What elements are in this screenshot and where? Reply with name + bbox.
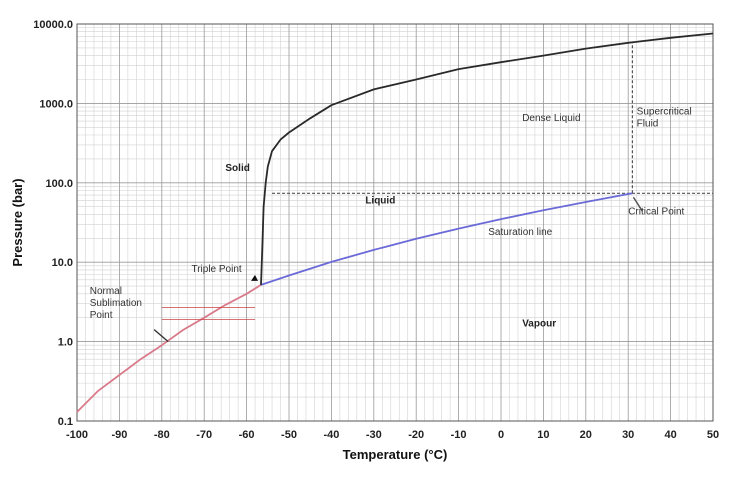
y-tick-label: 1.0 — [58, 337, 73, 349]
x-tick-label: 20 — [580, 429, 592, 441]
x-tick-label: -70 — [196, 429, 212, 441]
sublimation-line — [76, 284, 262, 413]
melting-line — [260, 32, 714, 285]
x-tick-label: -60 — [239, 429, 255, 441]
y-axis-label: Pressure (bar) — [10, 178, 25, 266]
y-tick-label: 100.0 — [45, 178, 73, 190]
x-tick-label: -20 — [408, 429, 424, 441]
label-triple_point: Triple Point — [191, 264, 241, 275]
phase-curves — [76, 32, 714, 413]
x-tick-label: 50 — [707, 429, 719, 441]
y-axis-ticks: 0.1 1.0 10.0 100.0 1000.0 10000.0 — [33, 19, 73, 428]
x-tick-label: -30 — [366, 429, 382, 441]
y-tick-label: 10000.0 — [33, 19, 73, 31]
x-tick-label: -50 — [281, 429, 297, 441]
label-vapour: Vapour — [522, 318, 556, 329]
label-dense_liquid: Dense Liquid — [522, 113, 580, 124]
label-liquid: Liquid — [365, 195, 395, 206]
x-axis-label: Temperature (°C) — [343, 447, 448, 462]
y-tick-label: 0.1 — [58, 416, 73, 428]
y-tick-label: 1000.0 — [39, 98, 73, 110]
region-labels: Solid Dense Liquid Supercritical Fluid Liqui… — [90, 107, 692, 330]
x-tick-label: -10 — [451, 429, 467, 441]
x-tick-label: -100 — [66, 429, 88, 441]
y-tick-label: 10.0 — [52, 257, 73, 269]
minor-grid — [77, 24, 713, 421]
saturation-line — [260, 192, 633, 286]
x-tick-label: -80 — [154, 429, 170, 441]
x-tick-label: -90 — [111, 429, 127, 441]
x-tick-label: 10 — [537, 429, 549, 441]
label-saturation_line: Saturation line — [488, 227, 552, 238]
plot-frame — [76, 23, 714, 422]
normal-sublimation-arrow — [153, 329, 169, 343]
label-normal_sublimation: Normal Sublimation Point — [90, 286, 142, 321]
x-axis-ticks: -100 -90 -80 -70 -60 -50 -40 -30 -20 -10 0 10 20 30 40… — [66, 429, 719, 441]
x-tick-label: -40 — [323, 429, 339, 441]
phase-boundaries — [272, 42, 713, 194]
critical-point-arrow — [632, 196, 644, 212]
x-tick-label: 30 — [622, 429, 634, 441]
label-solid: Solid — [225, 163, 249, 174]
triple-point-marker — [251, 274, 259, 281]
label-critical_point: Critical Point — [628, 206, 684, 217]
x-tick-label: 0 — [498, 429, 504, 441]
x-tick-label: 40 — [664, 429, 676, 441]
point-markers — [153, 196, 644, 343]
label-supercritical: Supercritical Fluid — [637, 107, 692, 130]
